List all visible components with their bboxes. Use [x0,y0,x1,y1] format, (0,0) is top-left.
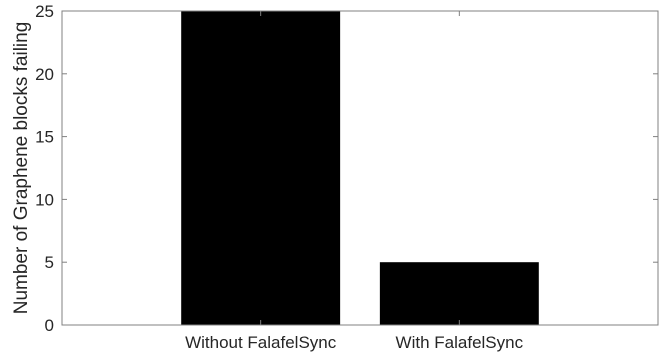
y-tick-label: 20 [35,65,54,84]
x-category-label: Without FalafelSync [185,333,337,352]
y-tick-label: 0 [45,316,54,335]
bars-layer [181,11,539,325]
axes-box [61,10,659,326]
y-tick-label: 10 [35,190,54,209]
y-ticks-layer: 0 5 10 15 20 25 [35,2,658,335]
bar-2 [379,262,539,325]
x-category-label: With FalafelSync [396,333,524,352]
y-axis-label: Number of Graphene blocks failing [11,22,32,315]
y-tick-label: 25 [35,2,54,21]
y-tick-label: 5 [45,253,54,272]
axes-layer [61,10,659,326]
x-ticks-layer: Without FalafelSync With FalafelSync [185,11,524,352]
bar-1 [181,11,341,325]
y-tick-label: 15 [35,128,54,147]
